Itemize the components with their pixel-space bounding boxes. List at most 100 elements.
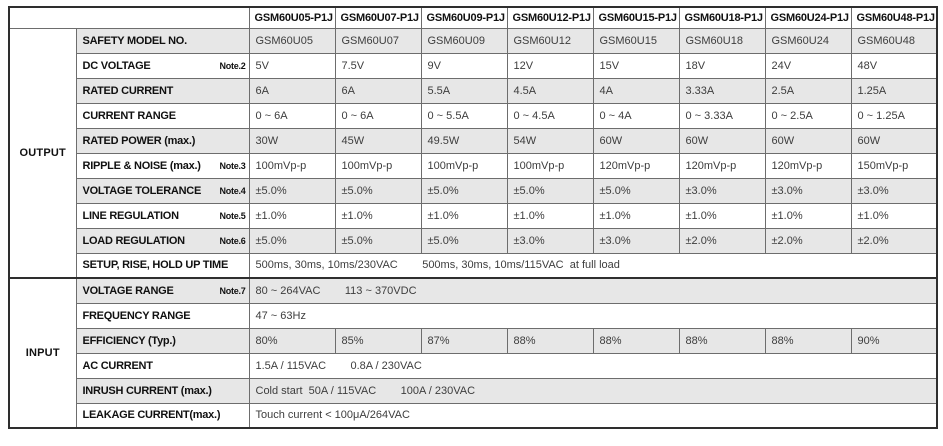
- spec-row: LOAD REGULATION Note.6 ±5.0% ±5.0% ±5.0% ±3.0…: [9, 227, 938, 254]
- spec-label-wrap: AC CURRENT: [83, 360, 246, 372]
- spec-label-wrap: RATED POWER (max.): [83, 135, 246, 147]
- spec-label: CURRENT RANGE: [82, 109, 177, 122]
- section-label-output: OUTPUT: [8, 27, 77, 279]
- spec-value-cell: GSM60U15: [592, 27, 680, 54]
- spec-label-wrap: EFFICIENCY (Typ.): [83, 335, 246, 347]
- spec-value-span-cell: 80 ~ 264VAC 113 ~ 370VDC: [248, 277, 938, 304]
- spec-value-cell: 4A: [592, 77, 680, 104]
- datasheet-page: GSM60U05-P1J GSM60U07-P1J GSM60U09-P1J GSM6…: [8, 6, 938, 429]
- spec-value-cell: GSM60U05: [248, 27, 336, 54]
- model-header-cell: GSM60U07-P1J: [334, 6, 422, 29]
- spec-row: OUTPUT SAFETY MODEL NO. GSM60U05 GSM60U07 GS…: [8, 27, 938, 279]
- spec-label-wrap: VOLTAGE TOLERANCE Note.4: [83, 185, 246, 197]
- spec-value-cell: 6A: [248, 77, 336, 104]
- spec-label-cell: VOLTAGE TOLERANCE Note.4: [75, 177, 250, 204]
- spec-value-span-cell: Cold start 50A / 115VAC 100A / 230VAC: [248, 377, 938, 404]
- spec-label-wrap: SETUP, RISE, HOLD UP TIME: [83, 259, 246, 271]
- spec-value-cell: ±5.0%: [334, 227, 422, 254]
- spec-value-cell: ±3.0%: [678, 177, 766, 204]
- spec-value-cell: ±5.0%: [506, 177, 594, 204]
- spec-value-cell: 88%: [506, 327, 594, 354]
- model-header-cell: GSM60U18-P1J: [678, 6, 766, 29]
- spec-value-cell: 2.5A: [764, 77, 852, 104]
- spec-value-cell: GSM60U24: [764, 27, 852, 54]
- model-header-cell: GSM60U09-P1J: [420, 6, 508, 29]
- spec-label-wrap: LEAKAGE CURRENT(max.): [83, 409, 246, 421]
- spec-value-cell: 0 ~ 3.33A: [678, 102, 766, 129]
- spec-value-span-cell: 500ms, 30ms, 10ms/230VAC 500ms, 30ms, 10…: [248, 252, 938, 279]
- spec-value-cell: 150mVp-p: [850, 152, 938, 179]
- spec-label-cell: EFFICIENCY (Typ.): [75, 327, 250, 354]
- spec-value-cell: 48V: [850, 52, 938, 79]
- spec-label: LEAKAGE CURRENT(max.): [82, 409, 221, 422]
- spec-row: VOLTAGE TOLERANCE Note.4 ±5.0% ±5.0% ±5.0% ±5…: [9, 177, 938, 204]
- spec-label-cell: LINE REGULATION Note.5: [75, 202, 250, 229]
- spec-value-cell: 100mVp-p: [420, 152, 508, 179]
- spec-value-cell: GSM60U18: [678, 27, 766, 54]
- spec-value-cell: 7.5V: [334, 52, 422, 79]
- spec-row: FREQUENCY RANGE 47 ~ 63Hz: [9, 302, 938, 329]
- model-header-cell: GSM60U05-P1J: [248, 6, 336, 29]
- spec-label-wrap: RIPPLE & NOISE (max.) Note.3: [83, 160, 246, 172]
- spec-value-cell: 5.5A: [420, 77, 508, 104]
- spec-note: Note.2: [219, 60, 246, 71]
- corner-cell: [8, 6, 250, 29]
- spec-value-cell: 0 ~ 6A: [334, 102, 422, 129]
- spec-label-cell: AC CURRENT: [75, 352, 250, 379]
- spec-label-cell: FREQUENCY RANGE: [75, 302, 250, 329]
- spec-value-cell: ±3.0%: [506, 227, 594, 254]
- spec-label-cell: RATED CURRENT: [75, 77, 250, 104]
- spec-label: INRUSH CURRENT (max.): [82, 384, 212, 397]
- spec-label-wrap: LINE REGULATION Note.5: [83, 210, 246, 222]
- spec-value-cell: 4.5A: [506, 77, 594, 104]
- spec-value-cell: 49.5W: [420, 127, 508, 154]
- spec-label-cell: SETUP, RISE, HOLD UP TIME: [75, 252, 250, 279]
- spec-value-cell: 1.25A: [850, 77, 938, 104]
- spec-label-cell: DC VOLTAGE Note.2: [75, 52, 250, 79]
- spec-label-cell: RATED POWER (max.): [75, 127, 250, 154]
- spec-label: RATED CURRENT: [82, 84, 174, 97]
- spec-value-span-cell: 47 ~ 63Hz: [248, 302, 938, 329]
- spec-value-cell: GSM60U12: [506, 27, 594, 54]
- spec-value-cell: 12V: [506, 52, 594, 79]
- spec-value-cell: 120mVp-p: [678, 152, 766, 179]
- spec-row: INPUT VOLTAGE RANGE Note.7 80 ~ 264VAC 113 …: [8, 277, 938, 429]
- spec-value-cell: ±1.0%: [850, 202, 938, 229]
- spec-row: INRUSH CURRENT (max.) Cold start 50A / 11…: [9, 377, 938, 404]
- spec-value-cell: 18V: [678, 52, 766, 79]
- spec-note: Note.6: [219, 235, 246, 246]
- spec-label-wrap: SAFETY MODEL NO.: [83, 35, 246, 47]
- spec-value-span-cell: Touch current < 100μA/264VAC: [248, 402, 938, 429]
- model-header-cell: GSM60U15-P1J: [592, 6, 680, 29]
- spec-value-cell: ±1.0%: [334, 202, 422, 229]
- spec-value-cell: 120mVp-p: [592, 152, 680, 179]
- spec-value-cell: 5V: [248, 52, 336, 79]
- spec-value-cell: 0 ~ 1.25A: [850, 102, 938, 129]
- spec-value-cell: ±2.0%: [764, 227, 852, 254]
- spec-value-cell: GSM60U07: [334, 27, 422, 54]
- spec-row: LEAKAGE CURRENT(max.) Touch current < 100…: [9, 402, 938, 429]
- spec-label-cell: RIPPLE & NOISE (max.) Note.3: [75, 152, 250, 179]
- spec-row: RATED CURRENT 6A 6A 5.5A 4.5A 4A 3.33A 2.5A 1.25…: [9, 77, 938, 104]
- spec-label: FREQUENCY RANGE: [82, 309, 191, 322]
- spec-value-cell: 3.33A: [678, 77, 766, 104]
- spec-label-wrap: INRUSH CURRENT (max.): [83, 385, 246, 397]
- spec-value-cell: ±5.0%: [248, 227, 336, 254]
- spec-value-cell: 6A: [334, 77, 422, 104]
- spec-value-cell: ±5.0%: [334, 177, 422, 204]
- spec-value-cell: 60W: [850, 127, 938, 154]
- spec-label: SAFETY MODEL NO.: [82, 34, 188, 47]
- spec-value-cell: ±2.0%: [850, 227, 938, 254]
- spec-table: GSM60U05-P1J GSM60U07-P1J GSM60U09-P1J GSM6…: [8, 6, 938, 429]
- spec-label-wrap: CURRENT RANGE: [83, 110, 246, 122]
- model-header-row: GSM60U05-P1J GSM60U07-P1J GSM60U09-P1J GSM6…: [8, 6, 938, 29]
- spec-value-cell: ±5.0%: [420, 227, 508, 254]
- spec-table-head: GSM60U05-P1J GSM60U07-P1J GSM60U09-P1J GSM6…: [8, 6, 938, 29]
- spec-note: Note.7: [219, 285, 246, 296]
- spec-value-cell: 100mVp-p: [248, 152, 336, 179]
- spec-value-cell: 90%: [850, 327, 938, 354]
- spec-value-cell: 0 ~ 6A: [248, 102, 336, 129]
- spec-value-cell: ±1.0%: [248, 202, 336, 229]
- spec-value-cell: 88%: [764, 327, 852, 354]
- spec-note: Note.3: [219, 160, 246, 171]
